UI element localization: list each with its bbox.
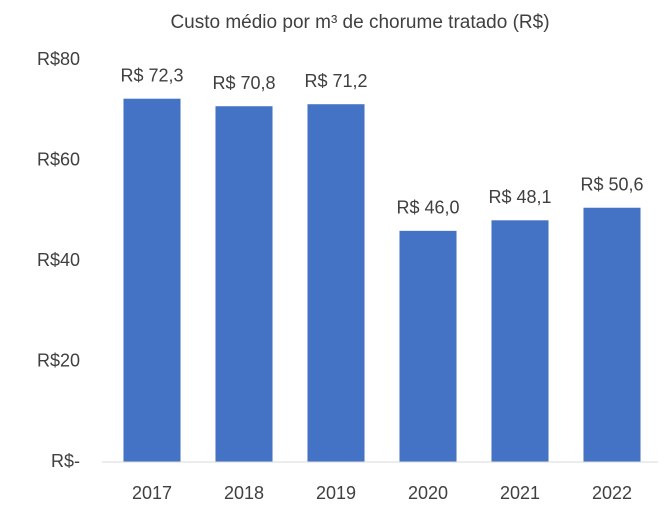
data-label: R$ 71,2: [304, 71, 367, 91]
x-tick-label: 2018: [224, 483, 264, 503]
bar: [123, 98, 181, 462]
y-tick-label: R$40: [37, 250, 80, 270]
data-label: R$ 72,3: [120, 65, 183, 85]
bar: [491, 220, 549, 462]
x-tick-label: 2020: [408, 483, 448, 503]
bar: [215, 106, 273, 462]
x-tick-label: 2017: [132, 483, 172, 503]
y-tick-label: R$-: [51, 451, 80, 471]
x-tick-label: 2021: [500, 483, 540, 503]
bar: [583, 207, 641, 462]
x-tick-label: 2022: [592, 483, 632, 503]
bar: [399, 230, 457, 462]
data-label: R$ 48,1: [488, 187, 551, 207]
y-tick-label: R$60: [37, 149, 80, 169]
chart-title: Custo médio por m³ de chorume tratado (R…: [170, 12, 549, 33]
y-tick-label: R$80: [37, 49, 80, 69]
data-label: R$ 50,6: [580, 174, 643, 194]
bar: [307, 104, 365, 462]
data-label: R$ 70,8: [212, 73, 275, 93]
x-tick-label: 2019: [316, 483, 356, 503]
data-label: R$ 46,0: [396, 198, 459, 218]
y-tick-label: R$20: [37, 350, 80, 370]
